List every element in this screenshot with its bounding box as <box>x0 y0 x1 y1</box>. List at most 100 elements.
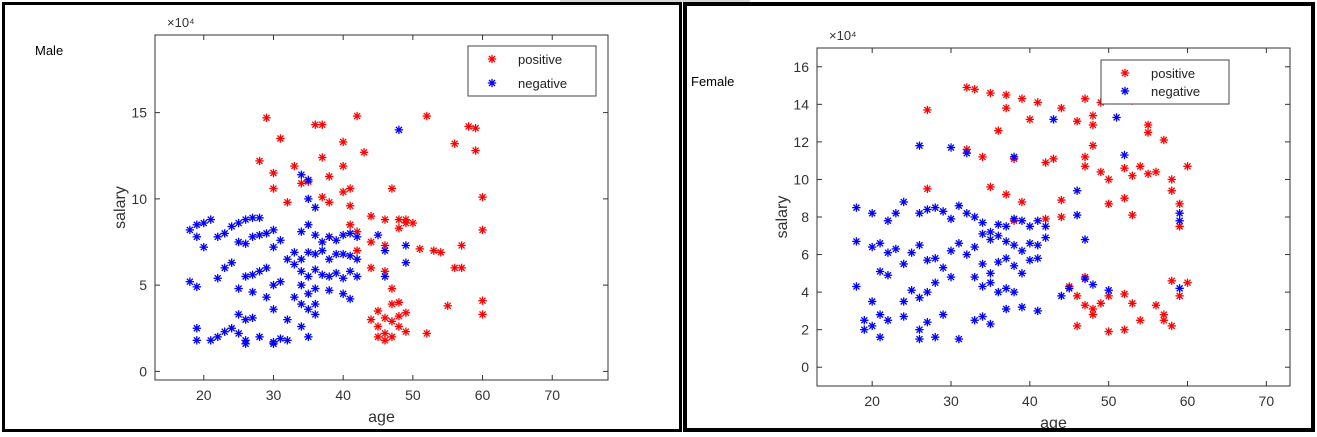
data-point-positive <box>1033 98 1042 107</box>
data-point-negative <box>970 316 979 325</box>
y-tick-label: 10 <box>131 191 147 207</box>
data-point-negative <box>938 207 948 216</box>
data-point-negative <box>241 272 250 281</box>
data-point-positive <box>1143 120 1153 130</box>
data-point-positive <box>345 201 355 210</box>
data-point-negative <box>199 242 208 252</box>
data-point-positive <box>436 248 445 257</box>
data-point-positive <box>366 211 376 221</box>
data-point-positive <box>1167 175 1176 184</box>
data-point-positive <box>1120 325 1129 334</box>
data-point-negative <box>986 235 995 244</box>
data-point-negative <box>394 125 404 135</box>
data-point-negative <box>332 268 341 278</box>
data-point-positive <box>1120 194 1129 203</box>
data-point-negative <box>345 229 355 238</box>
data-point-negative <box>1080 274 1090 284</box>
data-point-negative <box>297 267 306 276</box>
data-point-positive <box>478 296 487 305</box>
data-point-negative <box>304 289 313 298</box>
data-point-negative <box>213 332 222 342</box>
data-point-positive <box>255 156 264 166</box>
data-point-negative <box>352 255 362 264</box>
data-point-negative <box>297 255 306 264</box>
data-point-negative <box>1025 255 1035 265</box>
data-point-positive <box>345 184 355 193</box>
top-divider-strip <box>560 0 750 2</box>
data-point-negative <box>269 305 278 314</box>
data-point-negative <box>1017 216 1027 225</box>
x-axis-label: age <box>1040 415 1067 428</box>
data-point-negative <box>883 316 893 325</box>
data-point-positive <box>387 284 397 293</box>
data-point-negative <box>241 215 250 224</box>
data-point-negative <box>915 334 924 344</box>
x-tick-label: 20 <box>196 387 212 403</box>
data-point-negative <box>1002 254 1011 263</box>
data-point-negative <box>220 327 229 336</box>
data-point-positive <box>408 218 418 228</box>
data-point-positive <box>1002 103 1011 113</box>
data-point-positive <box>401 215 411 224</box>
legend-marker-positive <box>1120 68 1130 78</box>
data-point-negative <box>311 249 320 259</box>
data-point-negative <box>297 170 306 179</box>
data-point-negative <box>213 274 222 283</box>
data-point-negative <box>352 272 362 281</box>
data-point-negative <box>234 284 243 293</box>
data-point-negative <box>1072 210 1082 220</box>
data-point-negative <box>1072 186 1082 195</box>
data-point-positive <box>1128 299 1137 308</box>
data-point-negative <box>227 324 236 333</box>
data-point-negative <box>986 319 995 329</box>
x-tick-label: 40 <box>1022 393 1038 409</box>
data-point-positive <box>1049 154 1058 163</box>
data-point-negative <box>318 270 327 279</box>
data-point-negative <box>923 317 932 327</box>
data-point-negative <box>311 284 320 293</box>
data-point-negative <box>970 242 979 252</box>
data-point-negative <box>304 175 313 185</box>
data-point-negative <box>1041 222 1050 231</box>
data-point-negative <box>1088 280 1098 289</box>
data-point-negative <box>325 272 334 281</box>
data-point-negative <box>185 225 195 235</box>
data-point-positive <box>457 241 466 250</box>
data-point-positive <box>1136 162 1145 171</box>
y-tick-label: 8 <box>801 209 809 225</box>
data-point-negative <box>1175 284 1184 293</box>
x-tick-label: 60 <box>1180 393 1196 409</box>
data-point-positive <box>1072 321 1082 331</box>
data-point-positive <box>970 85 979 94</box>
data-point-positive <box>387 184 397 193</box>
data-point-negative <box>938 263 948 272</box>
data-point-negative <box>1033 240 1042 250</box>
data-point-positive <box>366 237 376 247</box>
data-point-negative <box>248 232 257 242</box>
data-point-negative <box>875 332 885 342</box>
data-point-negative <box>970 272 979 282</box>
data-point-negative <box>234 237 243 247</box>
data-point-negative <box>907 248 916 257</box>
data-point-negative <box>1033 254 1042 263</box>
data-point-positive <box>366 263 376 273</box>
data-point-positive <box>373 306 383 316</box>
data-point-positive <box>1104 199 1113 209</box>
data-point-negative <box>860 316 869 325</box>
data-point-negative <box>915 141 924 150</box>
data-point-negative <box>255 213 264 223</box>
legend-label-negative: negative <box>1151 84 1200 99</box>
data-point-negative <box>345 251 355 260</box>
data-point-negative <box>931 203 940 212</box>
data-point-negative <box>192 220 202 229</box>
data-point-negative <box>1002 222 1011 231</box>
data-point-negative <box>206 336 215 345</box>
data-point-negative <box>227 222 236 231</box>
data-point-negative <box>345 294 355 304</box>
data-point-negative <box>276 277 285 286</box>
data-point-positive <box>1175 222 1184 231</box>
data-point-positive <box>401 308 411 317</box>
y-tick-label: 12 <box>793 134 809 150</box>
data-point-positive <box>262 113 271 122</box>
data-point-negative <box>852 282 861 291</box>
